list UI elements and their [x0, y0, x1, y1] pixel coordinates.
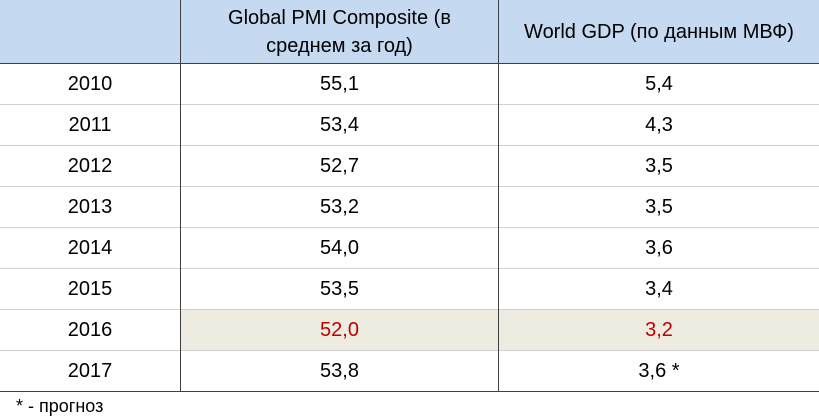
- value-cell: 4,3: [645, 113, 673, 136]
- row-border: [0, 227, 819, 228]
- row-border: [0, 268, 819, 269]
- value-cell: 54,0: [320, 236, 359, 259]
- year-cell: 2011: [68, 113, 112, 136]
- column-border: [498, 0, 499, 391]
- row-border: [0, 186, 819, 187]
- header-cell: [0, 0, 180, 63]
- row-border: [0, 104, 819, 105]
- header-cell: Global PMI Composite (в среднем за год): [181, 0, 498, 63]
- value-cell: 55,1: [320, 72, 359, 95]
- year-cell: 2014: [67, 236, 113, 259]
- value-cell: 3,6 *: [638, 359, 680, 382]
- row-border: [0, 391, 819, 392]
- year-cell: 2010: [67, 72, 113, 95]
- value-cell: 5,4: [645, 72, 673, 95]
- value-cell: 52,7: [320, 154, 359, 177]
- value-cell: 52,0: [181, 310, 498, 350]
- row-border: [0, 309, 819, 310]
- year-cell: 2012: [67, 154, 113, 177]
- value-cell: 53,4: [320, 113, 359, 136]
- value-cell: 3,5: [645, 154, 673, 177]
- header-border: [0, 63, 819, 64]
- value-cell: 3,2: [499, 310, 819, 350]
- year-cell: 2016: [67, 318, 113, 341]
- year-cell: 2015: [67, 277, 113, 300]
- value-cell: 3,6: [645, 236, 673, 259]
- value-cell: 3,5: [645, 195, 673, 218]
- value-cell: 53,2: [320, 195, 359, 218]
- value-cell: 53,8: [320, 359, 359, 382]
- year-cell: 2013: [67, 195, 113, 218]
- column-border: [180, 0, 181, 391]
- value-cell: 53,5: [320, 277, 359, 300]
- value-cell: 3,4: [645, 277, 673, 300]
- year-cell: 2017: [67, 359, 113, 382]
- header-cell: World GDP (по данным МВФ): [499, 0, 819, 63]
- footnote: * - прогноз: [16, 396, 104, 416]
- row-border: [0, 145, 819, 146]
- row-border: [0, 350, 819, 351]
